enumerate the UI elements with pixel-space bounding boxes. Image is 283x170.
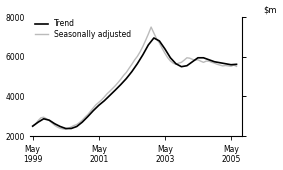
Text: $m: $m bbox=[263, 6, 277, 15]
Legend: Trend, Seasonally adjusted: Trend, Seasonally adjusted bbox=[34, 19, 132, 40]
